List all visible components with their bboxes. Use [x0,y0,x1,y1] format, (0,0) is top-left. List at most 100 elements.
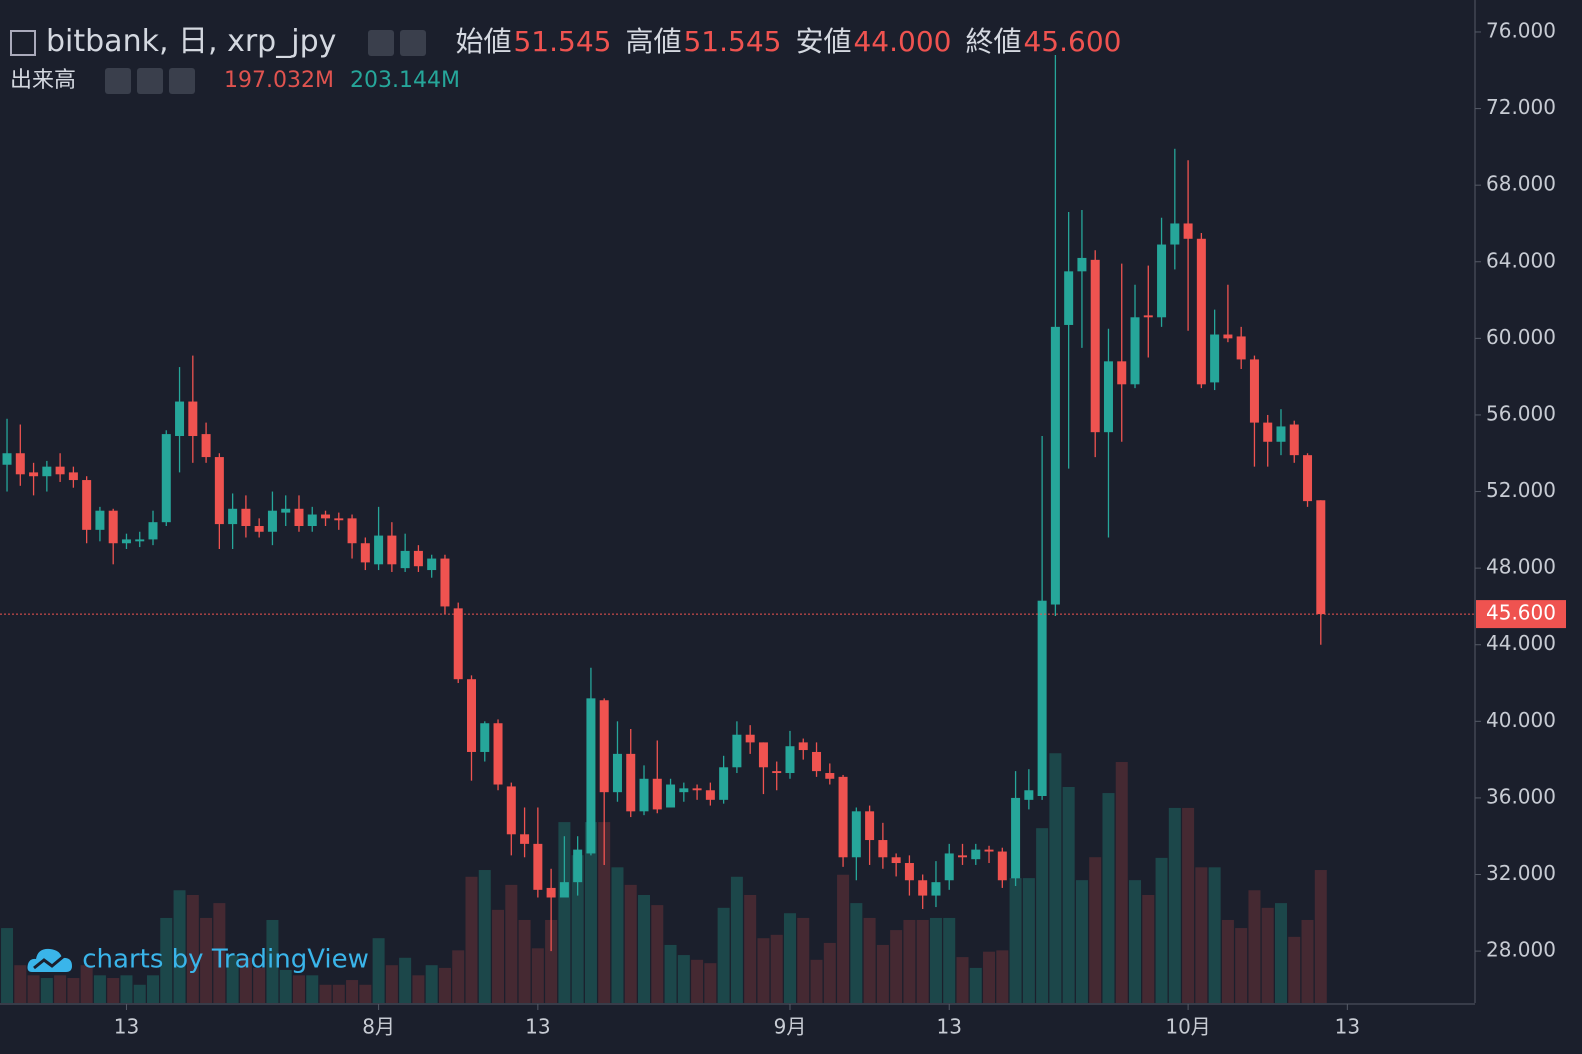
volume-bar [359,984,372,1003]
last-price-label: 45.600 [1486,601,1556,625]
candle-body [944,853,954,881]
volume-bar [823,942,836,1003]
visibility-button[interactable] [105,68,132,94]
volume-bar [200,917,213,1003]
visibility-button[interactable] [367,29,394,56]
y-tick-label: 60.000 [1486,325,1556,349]
watermark-logo [27,948,72,972]
volume-bar [1155,857,1168,1003]
volume-bar [186,895,199,1003]
candle-body [772,771,782,774]
volume-bar [638,895,651,1003]
volume-bar [14,965,27,1003]
volume-bar [810,959,823,1003]
candle-body [1011,797,1021,879]
volume-bar [1036,828,1049,1003]
volume-bar [332,984,345,1003]
volume-bar [983,951,996,1003]
candle-body [1117,361,1127,385]
candle-body [626,753,636,812]
candle-body [533,843,543,890]
volume-bar [1009,878,1022,1003]
candle-body [865,811,875,841]
candle-body [281,508,291,513]
watermark: charts by TradingView [26,944,369,976]
volume-bar [478,870,491,1003]
y-tick-label: 48.000 [1486,555,1556,579]
price-axis-bg [1475,0,1582,1054]
candle-body [1037,600,1047,797]
candle-body [254,526,264,532]
volume-bar [916,919,929,1003]
volume-bar [1049,753,1062,1003]
volume-bar [1261,907,1274,1003]
candle-body [971,849,981,860]
candle-body [520,834,530,844]
candle-body [347,518,357,544]
volume-bars [1,753,1327,1003]
candle-body [573,849,583,883]
candle-body [812,751,822,772]
candle-body [68,472,78,481]
volume-bar [465,876,478,1003]
candle-body [387,535,397,565]
volume-bar [850,903,863,1003]
candle-body [612,753,622,793]
volume-bar [691,959,704,1003]
candle-body [1210,334,1220,383]
candle-body [15,453,25,475]
candle-body [506,786,516,835]
volume-bar [1274,903,1287,1003]
volume-bar [1182,807,1195,1003]
candle-body [984,849,994,852]
candle-body [599,700,609,793]
settings-button[interactable] [399,29,426,56]
legend-value: 45.600 [1023,25,1122,58]
candle-body [241,508,251,527]
volume-bar [996,950,1009,1003]
candle-body [95,510,105,530]
y-tick-label: 72.000 [1486,95,1556,119]
candle-body [307,514,317,527]
volume-bar [266,919,279,1003]
volume-bar [611,867,624,1003]
candle-body [161,434,171,523]
volume-bar [876,944,889,1003]
chart-header: bitbank, 日, xrp_jpy 始値51.545 高値51.545 安値44… [10,16,1121,60]
chart-title: bitbank, 日, xrp_jpy [46,24,337,59]
volume-bar [730,876,743,1003]
volume-bar [80,965,93,1003]
volume-bar [783,913,796,1003]
candle-body [758,742,768,768]
candle-body [480,723,490,752]
settings-button[interactable] [137,68,164,94]
volume-bar [399,957,412,1003]
volume-bar [93,975,106,1003]
close-button[interactable] [169,68,196,94]
volume-bar [54,975,67,1003]
candle-body [1050,326,1060,605]
candle-body [1316,500,1326,615]
x-tick-label: 8月 [362,1015,395,1039]
volume-bar [651,905,664,1003]
volume-bar [120,975,133,1003]
volume-bar [173,890,186,1003]
y-tick-label: 32.000 [1486,861,1556,885]
collapse-button[interactable] [10,29,36,56]
x-tick-label: 10月 [1165,1015,1210,1039]
candle-body [878,840,888,858]
volume-bar [279,969,292,1003]
volume-bar [943,917,956,1003]
volume-bar [890,930,903,1003]
volume-bar [27,975,40,1003]
volume-bar [704,963,717,1003]
candle-body [957,855,967,858]
candle-body [798,742,808,751]
volume-bar [67,978,80,1003]
candle-body [201,434,211,458]
candle-body [586,698,596,854]
volume-bar [239,957,252,1003]
candle-body [82,480,92,530]
volume-bar [744,895,757,1003]
